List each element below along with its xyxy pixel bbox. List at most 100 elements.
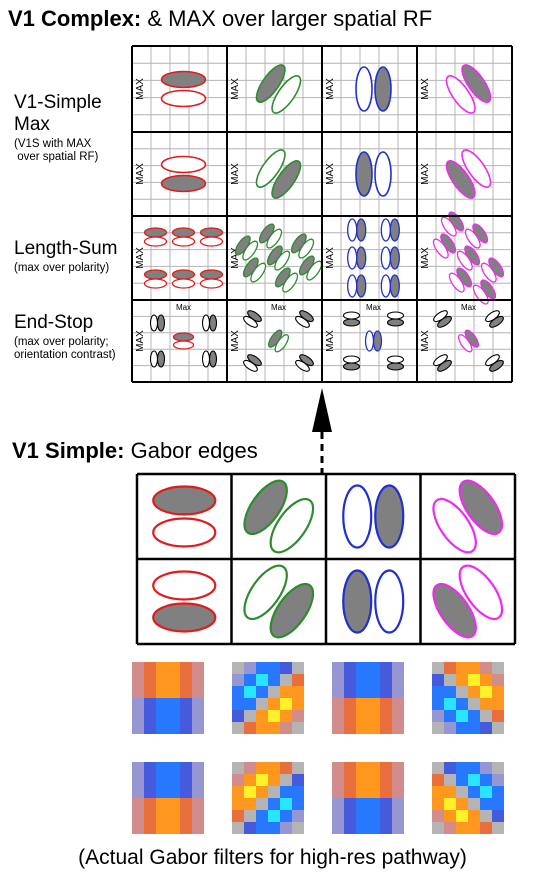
filter-pixel — [492, 774, 504, 786]
filter-pixel — [156, 798, 168, 810]
filter-pixel — [492, 698, 504, 710]
gabor-lobe — [243, 315, 258, 328]
filter-pixel — [292, 722, 304, 734]
gabor-pair — [199, 269, 224, 289]
filter-pixel — [356, 674, 368, 686]
gabor-pair — [149, 350, 166, 368]
gabor-pair — [342, 484, 405, 549]
filter-pixel — [144, 786, 156, 798]
filter-pixel — [392, 762, 404, 774]
gabor-lobe — [458, 479, 504, 536]
filter-pixel — [268, 722, 280, 734]
filter-pixel — [432, 686, 444, 698]
filter-pixel — [380, 774, 392, 786]
gabor-pair — [480, 257, 505, 283]
filter-pixel — [192, 674, 204, 686]
filter-pixel — [480, 722, 492, 734]
filter-pixel — [256, 798, 268, 810]
filter-pixel — [444, 686, 456, 698]
gabor-pair — [457, 329, 480, 353]
filter-pixel — [380, 810, 392, 822]
gabor-pair — [432, 479, 504, 554]
filter-pixel — [432, 674, 444, 686]
gabor-lobe — [432, 497, 477, 554]
filter-pixel — [356, 798, 368, 810]
filter-pixel — [256, 762, 268, 774]
gabor-lobe — [152, 602, 217, 633]
filter-pixel — [292, 822, 304, 834]
gabor-pair — [160, 155, 207, 193]
filter-pixel — [380, 686, 392, 698]
filter-pixel — [332, 722, 344, 734]
filter-pixel — [132, 710, 144, 722]
filter-pixel — [132, 786, 144, 798]
gabor-lobe — [480, 262, 497, 283]
gabor-lobe — [149, 350, 159, 368]
gabor-filter-image — [332, 662, 404, 734]
filter-pixel — [356, 810, 368, 822]
filter-pixel — [480, 698, 492, 710]
filter-pixel — [256, 674, 268, 686]
filter-pixel — [168, 674, 180, 686]
gabor-pair — [243, 354, 262, 372]
filter-pixel — [392, 710, 404, 722]
filter-pixel — [444, 662, 456, 674]
filter-pixel — [480, 786, 492, 798]
gabor-lobe — [160, 70, 207, 89]
gabor-lobe — [152, 570, 217, 601]
gabor-lobe — [386, 355, 405, 364]
filter-pixel — [368, 686, 380, 698]
gabor-lobe — [448, 272, 465, 293]
filter-pixel — [268, 698, 280, 710]
filter-pixel — [368, 698, 380, 710]
filter-pixel — [144, 822, 156, 834]
rf-grid — [322, 216, 417, 300]
gabor-lobe — [306, 260, 323, 281]
gabor-lobe — [149, 314, 159, 332]
filter-pixel — [492, 722, 504, 734]
filter-pixel — [392, 662, 404, 674]
filter-pixel — [368, 822, 380, 834]
filter-pixel — [244, 810, 256, 822]
gabor-lobe — [433, 310, 448, 323]
filter-pixel — [232, 722, 244, 734]
filter-pixel — [244, 798, 256, 810]
filter-pixel — [492, 686, 504, 698]
gabor-lobe — [201, 314, 211, 332]
filter-pixel — [492, 786, 504, 798]
filter-pixel — [380, 674, 392, 686]
filter-pixel — [168, 686, 180, 698]
filter-pixel — [344, 722, 356, 734]
filter-pixel — [268, 810, 280, 822]
filter-pixel — [456, 698, 468, 710]
filter-pixel — [292, 762, 304, 774]
filter-pixel — [492, 662, 504, 674]
gabor-pair — [199, 227, 224, 247]
filter-pixel — [168, 822, 180, 834]
filter-pixel — [132, 686, 144, 698]
filter-pixel — [232, 762, 244, 774]
filter-pixel — [180, 810, 192, 822]
filter-pixel — [168, 810, 180, 822]
filter-pixel — [168, 722, 180, 734]
v1-complex-heading-rest: & MAX over larger spatial RF — [141, 6, 433, 31]
gabor-lobe — [342, 569, 373, 634]
max-label: MAX — [135, 78, 146, 100]
gabor-lobe — [432, 238, 449, 259]
filter-pixel — [332, 786, 344, 798]
gabor-pair — [386, 311, 405, 327]
filter-pixel — [244, 698, 256, 710]
filter-pixel — [332, 674, 344, 686]
row-title: V1-Simple — [14, 92, 102, 113]
filter-pixel — [192, 822, 204, 834]
filter-pixel — [232, 822, 244, 834]
gabor-lobe — [274, 250, 291, 271]
gabor-lobe — [457, 334, 473, 353]
gabor-lobe — [347, 218, 358, 242]
filter-pixel — [344, 674, 356, 686]
filter-pixel — [132, 810, 144, 822]
filter-pixel — [192, 710, 204, 722]
gabor-filter-image — [232, 662, 304, 734]
filter-pixel — [332, 698, 344, 710]
filter-pixel — [168, 798, 180, 810]
